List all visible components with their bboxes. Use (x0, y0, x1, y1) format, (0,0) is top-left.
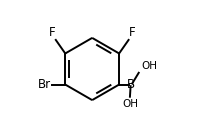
Text: B: B (126, 78, 135, 91)
Text: Br: Br (38, 78, 51, 91)
Text: F: F (129, 26, 136, 39)
Text: OH: OH (141, 61, 157, 71)
Text: OH: OH (122, 99, 138, 109)
Text: F: F (48, 26, 55, 39)
